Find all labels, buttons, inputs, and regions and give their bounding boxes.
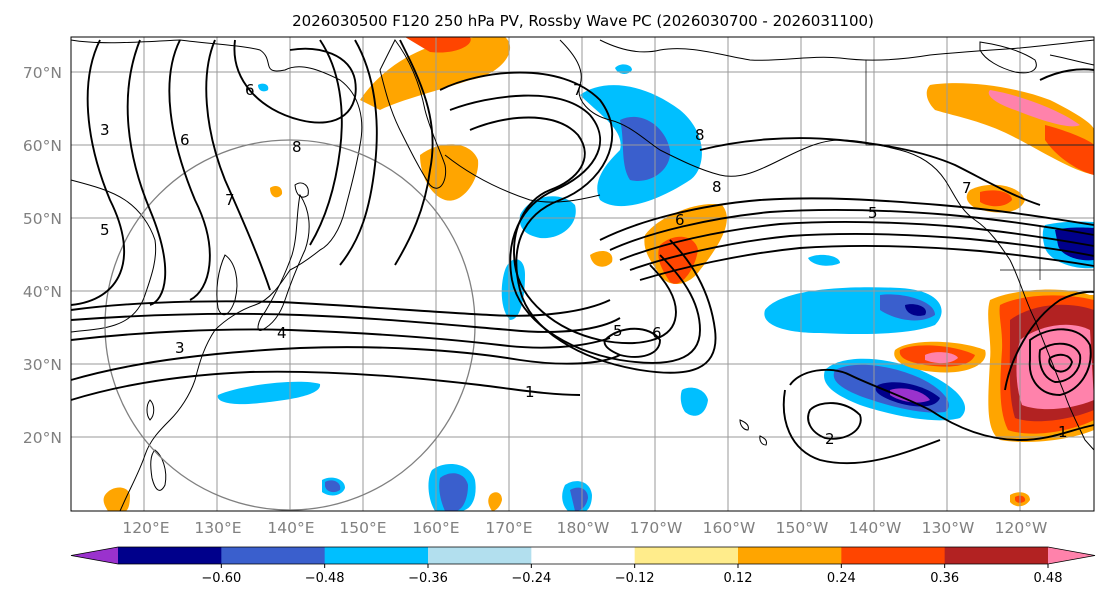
lat-label: 60°N — [23, 137, 62, 155]
latitude-labels: 70°N 60°N 50°N 40°N 30°N 20°N — [23, 64, 62, 447]
colorbar-outline — [70, 546, 1096, 565]
colorbar-tick-label: 0.48 — [1034, 571, 1063, 586]
colorbar-tick-label: 0.24 — [827, 571, 856, 586]
colorbar-tick-label: −0.12 — [615, 571, 655, 586]
colorbar-tick-label: −0.24 — [511, 571, 551, 586]
colorbar-segment — [841, 547, 946, 564]
colorbar-tick-label: −0.60 — [201, 571, 241, 586]
lon-label: 130°W — [922, 519, 975, 537]
map-panel: 3 6 8 6 7 5 7 8 6 5 3 1 5 6 2 1 7 8 4 — [70, 36, 1095, 512]
contour-label: 5 — [100, 221, 110, 239]
contour-label: 5 — [868, 204, 878, 222]
contour-label: 3 — [100, 121, 110, 139]
lon-label: 180°W — [557, 519, 610, 537]
contour-label: 7 — [573, 81, 583, 99]
contour-label: 6 — [652, 324, 662, 342]
lat-label: 70°N — [23, 64, 62, 82]
lon-label: 140°W — [849, 519, 902, 537]
lon-label: 160°W — [703, 519, 756, 537]
colorbar: −0.60 −0.48 −0.36 −0.24 −0.12 0.12 0.24 0.36 0.4… — [70, 546, 1096, 586]
contour-label: 7 — [962, 179, 972, 197]
lon-label: 130°E — [194, 519, 241, 537]
region-circle — [104, 139, 476, 511]
lon-label: 160°E — [412, 519, 459, 537]
lat-label: 30°N — [23, 356, 62, 374]
contour-label: 5 — [613, 322, 623, 340]
contour-labels: 3 6 8 6 7 5 7 8 6 5 3 1 5 6 2 1 7 8 4 — [100, 81, 1068, 448]
lon-label: 120°W — [995, 519, 1048, 537]
colorbar-tick-label: 0.36 — [930, 571, 959, 586]
contour-label: 6 — [180, 131, 190, 149]
contour-label: 6 — [245, 81, 255, 99]
colorbar-segment — [428, 547, 532, 564]
longitude-labels: 120°E 130°E 140°E 150°E 160°E 170°E 180°… — [122, 519, 1047, 537]
lon-label: 170°W — [630, 519, 683, 537]
lon-label: 140°E — [267, 519, 314, 537]
lon-label: 170°E — [485, 519, 532, 537]
contour-label: 1 — [1058, 423, 1068, 441]
lat-label: 20°N — [23, 429, 62, 447]
colorbar-segment — [221, 547, 326, 564]
colorbar-segment — [634, 547, 739, 564]
contour-label: 8 — [292, 138, 302, 156]
colorbar-tick-label: 0.12 — [724, 571, 753, 586]
colorbar-tick-label: −0.48 — [305, 571, 345, 586]
contour-label: 3 — [175, 339, 185, 357]
colorbar-segment — [944, 547, 1049, 564]
lat-label: 40°N — [23, 283, 62, 301]
colorbar-extend-low — [71, 547, 118, 564]
borders — [865, 60, 1094, 280]
contour-label: 8 — [695, 126, 705, 144]
contour-label: 1 — [525, 383, 535, 401]
contour-label: 6 — [675, 211, 685, 229]
contour-label: 7 — [225, 191, 235, 209]
lat-label: 50°N — [23, 210, 62, 228]
contour-label: 8 — [712, 178, 722, 196]
colorbar-tick-label: −0.36 — [408, 571, 448, 586]
colorbar-segment — [531, 547, 636, 564]
pc-shading — [103, 37, 1094, 511]
colorbar-segment — [738, 547, 842, 564]
figure-title: 2026030500 F120 250 hPa PV, Rossby Wave … — [292, 12, 874, 30]
pv-contours — [70, 39, 1095, 465]
lon-label: 120°E — [122, 519, 169, 537]
colorbar-segment — [118, 547, 222, 564]
colorbar-segment — [324, 547, 429, 564]
contour-label: 4 — [277, 324, 287, 342]
lon-label: 150°W — [776, 519, 829, 537]
colorbar-extend-high — [1048, 547, 1095, 564]
lon-label: 150°E — [339, 519, 386, 537]
contour-label: 2 — [825, 430, 835, 448]
